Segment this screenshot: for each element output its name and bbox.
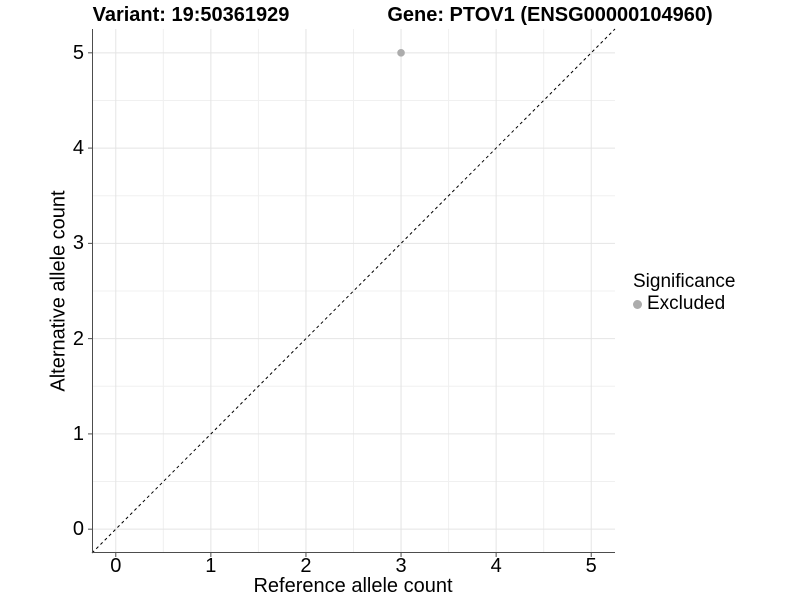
y-tick-label: 1 bbox=[72, 422, 84, 445]
plot-title-gene: Gene: PTOV1 (ENSG00000104960) bbox=[387, 4, 713, 26]
plot-panel bbox=[88, 28, 616, 557]
y-tick-label: 5 bbox=[72, 41, 84, 64]
x-tick-label: 2 bbox=[300, 555, 312, 577]
x-axis-title: Reference allele count bbox=[253, 575, 453, 597]
legend-key-dot-icon bbox=[633, 299, 642, 309]
x-tick-label: 5 bbox=[585, 555, 597, 577]
legend-title: Significance bbox=[633, 271, 736, 292]
legend: Significance Excluded bbox=[633, 270, 735, 314]
legend-item-label: Excluded bbox=[647, 293, 726, 314]
plot-canvas bbox=[88, 28, 616, 557]
x-tick-label: 0 bbox=[110, 555, 122, 577]
plot-title-variant: Variant: 19:50361929 bbox=[92, 4, 290, 26]
x-tick-label: 3 bbox=[395, 555, 407, 577]
x-tick-label: 1 bbox=[205, 555, 217, 577]
y-tick-label: 3 bbox=[72, 232, 84, 255]
legend-item: Excluded bbox=[633, 294, 735, 314]
y-tick-label: 2 bbox=[72, 327, 84, 350]
y-tick-label: 0 bbox=[72, 518, 84, 541]
x-tick-label: 4 bbox=[490, 555, 502, 577]
y-tick-label: 4 bbox=[72, 137, 84, 160]
data-point bbox=[397, 49, 405, 57]
legend-items: Excluded bbox=[633, 294, 735, 314]
y-axis-title: Alternative allele count bbox=[47, 190, 70, 392]
